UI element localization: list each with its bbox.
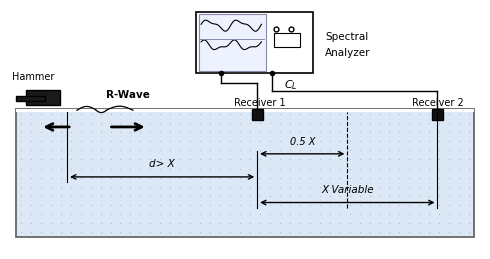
Text: Hammer: Hammer xyxy=(12,72,54,82)
Bar xyxy=(199,14,267,70)
Bar xyxy=(273,33,300,47)
Text: $C_L$: $C_L$ xyxy=(285,78,298,92)
Bar xyxy=(196,12,313,73)
Text: Receiver 1: Receiver 1 xyxy=(234,98,286,108)
Bar xyxy=(252,109,263,120)
Bar xyxy=(16,109,474,112)
Text: X Variable: X Variable xyxy=(321,185,374,195)
Text: Spectral: Spectral xyxy=(325,32,368,42)
Text: 0.5 X: 0.5 X xyxy=(290,138,315,147)
Bar xyxy=(16,109,474,237)
Bar xyxy=(432,109,443,120)
Text: d> X: d> X xyxy=(149,159,175,169)
Text: Receiver 2: Receiver 2 xyxy=(412,98,464,108)
Bar xyxy=(16,96,45,100)
Text: Analyzer: Analyzer xyxy=(325,48,371,58)
Bar xyxy=(26,90,60,105)
Text: R-Wave: R-Wave xyxy=(106,90,150,100)
